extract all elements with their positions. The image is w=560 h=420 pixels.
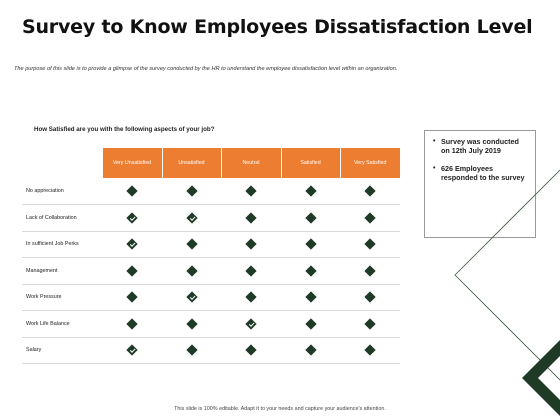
- row-label: In sufficient Job Perks: [22, 231, 102, 258]
- rating-cell[interactable]: [281, 284, 340, 311]
- rating-cell[interactable]: [340, 231, 400, 258]
- rating-cell[interactable]: [340, 204, 400, 232]
- row-label: Salary: [22, 337, 102, 364]
- rating-cell[interactable]: [221, 178, 281, 205]
- rating-cell[interactable]: [281, 231, 340, 258]
- column-header-neutral: Neutral: [220, 148, 281, 178]
- column-header-very-unsatisfied: Very Unsatisfied: [101, 148, 162, 178]
- column-header-very-satisfied: Very Satisfied: [339, 148, 400, 178]
- rating-cell[interactable]: [102, 257, 162, 285]
- row-label: Management: [22, 257, 102, 285]
- rating-cell[interactable]: [340, 337, 400, 364]
- table-header-row: Very Unsatisfied Unsatisfied Neutral Sat…: [22, 148, 400, 178]
- rating-cell[interactable]: [221, 337, 281, 364]
- rating-cell[interactable]: [162, 337, 221, 364]
- info-item: • 626 Employees responded to the survey: [433, 164, 529, 182]
- info-item-text: 626 Employees responded to the survey: [441, 164, 525, 182]
- info-item: • Survey was conducted on 12th July 2019: [433, 137, 529, 155]
- thin-diamond-outline: [454, 169, 560, 381]
- rating-cell[interactable]: [162, 310, 221, 338]
- rating-cell[interactable]: [162, 178, 221, 205]
- row-label: Work Life Balance: [22, 310, 102, 338]
- table-row: Work Pressure: [22, 284, 400, 311]
- table-row: Lack of Collaboration: [22, 204, 400, 232]
- rating-cell[interactable]: [340, 310, 400, 338]
- column-header-unsatisfied: Unsatisfied: [161, 148, 221, 178]
- rating-cell[interactable]: [340, 178, 400, 205]
- slide-purpose-text: The purpose of this slide is to provide …: [14, 66, 398, 72]
- rating-cell[interactable]: [221, 257, 281, 285]
- thick-diamond-outline: [522, 340, 560, 416]
- rating-cell[interactable]: [102, 204, 162, 232]
- rating-cell[interactable]: [281, 257, 340, 285]
- table-row: In sufficient Job Perks: [22, 231, 400, 258]
- row-label: Work Pressure: [22, 284, 102, 311]
- rating-cell[interactable]: [102, 337, 162, 364]
- table-row: Management: [22, 257, 400, 285]
- rating-cell[interactable]: [162, 231, 221, 258]
- rating-cell[interactable]: [102, 284, 162, 311]
- rating-cell[interactable]: [102, 310, 162, 338]
- rating-cell[interactable]: [281, 204, 340, 232]
- rating-cell[interactable]: [221, 284, 281, 311]
- info-item-text: Survey was conducted on 12th July 2019: [441, 137, 519, 155]
- survey-info-box: • Survey was conducted on 12th July 2019…: [424, 130, 536, 238]
- column-header-satisfied: Satisfied: [280, 148, 340, 178]
- row-label: No appreciation: [22, 178, 102, 205]
- rating-cell[interactable]: [162, 284, 221, 311]
- rating-cell[interactable]: [340, 257, 400, 285]
- slide-footer: This slide is 100% editable. Adapt it to…: [174, 406, 386, 412]
- survey-table: Very Unsatisfied Unsatisfied Neutral Sat…: [22, 148, 400, 364]
- rating-cell[interactable]: [281, 337, 340, 364]
- table-row: Salary: [22, 337, 400, 364]
- rating-cell[interactable]: [221, 310, 281, 338]
- rating-cell[interactable]: [102, 178, 162, 205]
- rating-cell[interactable]: [221, 204, 281, 232]
- rating-cell[interactable]: [102, 231, 162, 258]
- rating-cell[interactable]: [221, 231, 281, 258]
- rating-cell[interactable]: [162, 257, 221, 285]
- rating-cell[interactable]: [281, 310, 340, 338]
- rating-cell[interactable]: [340, 284, 400, 311]
- bullet-icon: •: [433, 138, 436, 145]
- bullet-icon: •: [433, 165, 436, 172]
- table-row: No appreciation: [22, 178, 400, 205]
- rating-cell[interactable]: [162, 204, 221, 232]
- slide-title: Survey to Know Employees Dissatisfaction…: [22, 16, 533, 38]
- table-row: Work Life Balance: [22, 310, 400, 338]
- table-body: No appreciation Lack of Collaboration In s…: [22, 178, 400, 364]
- survey-question: How Satisfied are you with the following…: [34, 126, 215, 133]
- rating-cell[interactable]: [281, 178, 340, 205]
- row-label: Lack of Collaboration: [22, 204, 102, 232]
